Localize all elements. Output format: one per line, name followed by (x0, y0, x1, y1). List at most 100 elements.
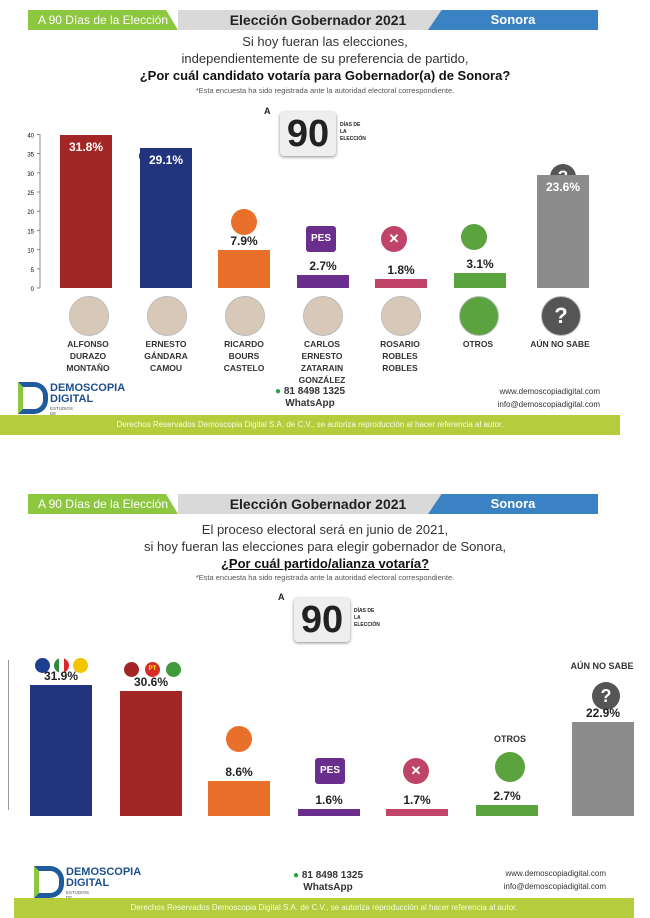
rsp-logo-icon: ✕ (403, 758, 429, 784)
bar-4 (297, 275, 349, 288)
y-axis-fragment (0, 660, 9, 810)
unknown-logo-icon: ? (592, 682, 620, 710)
bar-label-3: 7.9% (230, 234, 258, 249)
unknown-avatar-icon: ? (541, 296, 581, 336)
whatsapp-label: WhatsApp (285, 398, 335, 409)
whatsapp-icon: ● (275, 386, 282, 397)
bar-1 (60, 135, 112, 288)
candidate-name-7: AÚN NO SABE (524, 338, 596, 350)
countdown-prefix: A (264, 106, 271, 116)
otros-logo-icon (495, 752, 525, 782)
brand-name-2: DIGITAL (66, 877, 110, 889)
website-link[interactable]: www.demoscopiadigital.com (499, 387, 601, 396)
bar-6 (476, 804, 538, 816)
bar-label-2: 30.6% (133, 674, 169, 689)
question-line-2: independientemente de su preferencia de … (181, 51, 469, 66)
question-line-1: El proceso electoral será en junio de 20… (201, 522, 449, 537)
web-contact: www.demoscopiadigital.com info@demoscopi… (440, 385, 600, 411)
name-line: ERNESTO (145, 339, 187, 349)
bar-label-5: 1.7% (403, 793, 431, 808)
name-line: ROBLES (382, 351, 418, 361)
question-line-1: Si hoy fueran las elecciones, (242, 34, 408, 49)
bar-6 (454, 273, 506, 288)
registration-note: *Esta encuesta ha sido registrada ante l… (195, 86, 455, 95)
y-tick-label: 10 (27, 249, 34, 255)
name-line: DURAZO (69, 351, 107, 361)
countdown-suffix: DÍAS DE LA ELECCIÓN (354, 608, 380, 629)
candidate-poll-panel: A 90 Días de la Elección Elección Gobern… (0, 0, 650, 440)
y-tick-label: 15 (27, 229, 34, 235)
brand-name-1: DEMOSCOPIA (66, 866, 142, 878)
whatsapp-contact: ● 81 8498 1325 WhatsApp (260, 386, 360, 410)
pes-logo-icon: PES (315, 758, 345, 784)
bar-5 (375, 279, 427, 288)
bar-4 (298, 809, 360, 816)
bar-label-7: 23.6% (545, 179, 581, 194)
name-line: ZATARAIN (300, 363, 344, 373)
countdown-suffix-1: DÍAS DE (340, 122, 361, 128)
otros-label: OTROS (493, 734, 526, 744)
bar-label-4: 1.6% (315, 793, 343, 808)
brand-name-2: DIGITAL (50, 393, 94, 405)
candidate-name-4: CARLOS ERNESTO ZATARAIN GONZÁLEZ (286, 338, 358, 386)
bar-label-4: 2.7% (309, 259, 337, 274)
y-tick-label: 35 (27, 153, 34, 159)
y-tick-label: 20 (27, 210, 34, 216)
candidate-4-avatar (303, 296, 343, 336)
name-line: GÁNDARA (144, 351, 188, 361)
name-line: ROSARIO (380, 339, 420, 349)
website-link[interactable]: www.demoscopiadigital.com (505, 869, 607, 878)
prd-logo-icon (73, 658, 88, 673)
bar-label-6: 2.7% (493, 788, 521, 803)
rights-banner: Derechos Reservados Demoscopia Digital S… (0, 415, 620, 435)
bar-3 (218, 250, 270, 288)
bar-1 (30, 685, 92, 816)
otros-logo-icon (461, 224, 487, 250)
question-line-3: ¿Por cuál candidato votaría para Goberna… (139, 68, 511, 83)
y-axis: 0 5 10 15 20 25 30 35 40 (27, 133, 41, 293)
candidate-name-3: RICARDO BOURS CASTELO (208, 338, 280, 374)
header-bar: A 90 Días de la Elección Elección Gobern… (28, 494, 598, 514)
candidate-1-avatar (69, 296, 109, 336)
name-line: ROBLES (382, 363, 418, 373)
email-link[interactable]: info@demoscopiadigital.com (503, 882, 606, 891)
web-contact: www.demoscopiadigital.com info@demoscopi… (446, 867, 606, 893)
header-state: Sonora (428, 10, 598, 30)
header-tag: A 90 Días de la Elección (28, 494, 178, 514)
morena-logo-icon (124, 662, 139, 677)
rights-banner: Derechos Reservados Demoscopia Digital S… (14, 898, 634, 918)
name-line: BOURS (228, 351, 260, 361)
phone-number: 81 8498 1325 (301, 870, 363, 881)
phone-number: 81 8498 1325 (283, 386, 345, 397)
header-state: Sonora (428, 494, 598, 514)
y-tick-label: 30 (27, 172, 34, 178)
name-line: MONTAÑO (66, 363, 110, 373)
email-link[interactable]: info@demoscopiadigital.com (497, 400, 600, 409)
whatsapp-icon: ● (293, 870, 300, 881)
bar-7 (572, 722, 634, 816)
whatsapp-contact: ● 81 8498 1325 WhatsApp (278, 870, 378, 894)
header-tag: A 90 Días de la Elección (28, 10, 178, 30)
name-line: ALFONSO (67, 339, 109, 349)
brand-name-1: DEMOSCOPIA (50, 382, 126, 394)
name-line: CASTELO (223, 363, 265, 373)
countdown-suffix-1: DÍAS DE (354, 608, 375, 614)
candidate-2-avatar (147, 296, 187, 336)
candidate-5-avatar (381, 296, 421, 336)
header-bar: A 90 Días de la Elección Elección Gobern… (28, 10, 598, 30)
bar-7 (537, 174, 589, 288)
name-line: CARLOS (304, 339, 340, 349)
bar-2 (120, 690, 182, 816)
name-line: CAMOU (149, 363, 183, 373)
name-line: AÚN NO SABE (530, 339, 590, 349)
y-tick-label: 5 (31, 268, 35, 274)
brand-mark-icon (34, 866, 64, 898)
bar-label-1: 31.8% (68, 140, 104, 155)
bar-5 (386, 809, 448, 816)
pes-logo-icon: PES (306, 226, 336, 252)
y-tick-label: 0 (31, 287, 35, 293)
registration-note: *Esta encuesta ha sido registrada ante l… (195, 573, 455, 582)
bar-label-5: 1.8% (387, 263, 415, 278)
mc-logo-icon (226, 726, 252, 752)
candidate-3-avatar (225, 296, 265, 336)
